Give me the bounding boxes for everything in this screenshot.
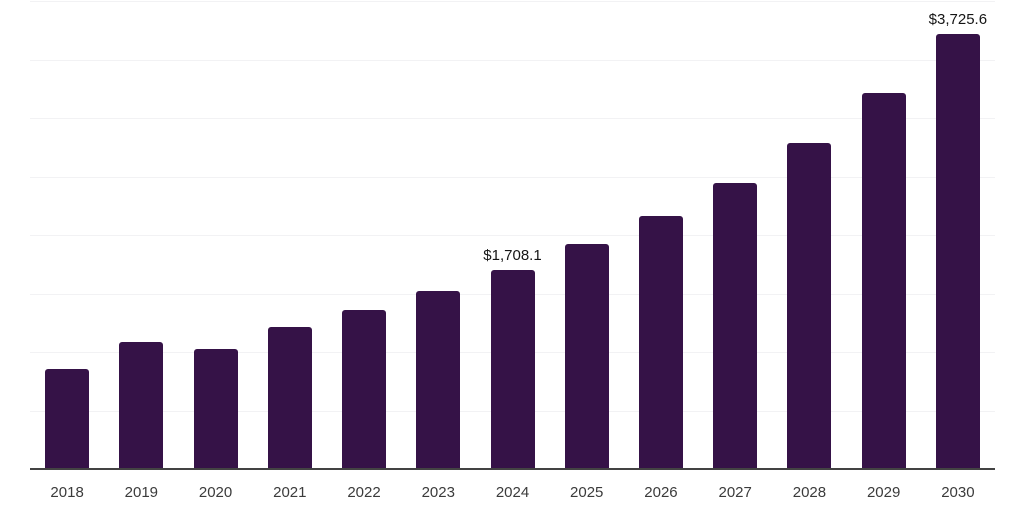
x-tick-2029: 2029 [866, 484, 901, 501]
bar-2025 [564, 243, 609, 468]
bar-2026 [638, 215, 683, 468]
x-tick-2018: 2018 [50, 484, 84, 501]
bar-2018 [45, 368, 90, 468]
x-tick-2019: 2019 [124, 484, 159, 501]
gridline-3000 [30, 118, 995, 119]
gridline-3500 [30, 59, 995, 61]
bar-2019 [119, 342, 164, 468]
gridline-2000 [30, 235, 995, 236]
x-tick-2028: 2028 [792, 484, 827, 501]
bar-2028 [787, 142, 832, 468]
x-tick-2026: 2026 [644, 484, 678, 501]
bar-2024 [490, 270, 535, 468]
x-tick-2027: 2027 [718, 484, 752, 501]
bar-2021 [267, 327, 312, 468]
x-tick-2030: 2030 [941, 484, 975, 501]
x-tick-2023: 2023 [421, 484, 455, 501]
value-label-2030: $3,725.6 [928, 11, 988, 29]
plot-area: $1,708.1 $3,725.6 [30, 0, 995, 470]
gridline-2500 [30, 176, 995, 178]
bar-2020 [193, 349, 238, 468]
bar-2022 [342, 309, 387, 468]
x-tick-2020: 2020 [198, 484, 233, 501]
x-tick-2025: 2025 [570, 484, 604, 501]
bar-2029 [861, 93, 906, 468]
bar-2030 [935, 34, 980, 468]
gridline-4000 [30, 1, 995, 2]
bar-2027 [713, 183, 758, 468]
x-tick-2024: 2024 [495, 484, 530, 501]
x-tick-2022: 2022 [347, 484, 381, 501]
x-tick-2021: 2021 [273, 484, 307, 501]
x-axis-line [30, 468, 995, 470]
bar-2023 [416, 291, 461, 468]
value-label-2024: $1,708.1 [483, 247, 542, 265]
